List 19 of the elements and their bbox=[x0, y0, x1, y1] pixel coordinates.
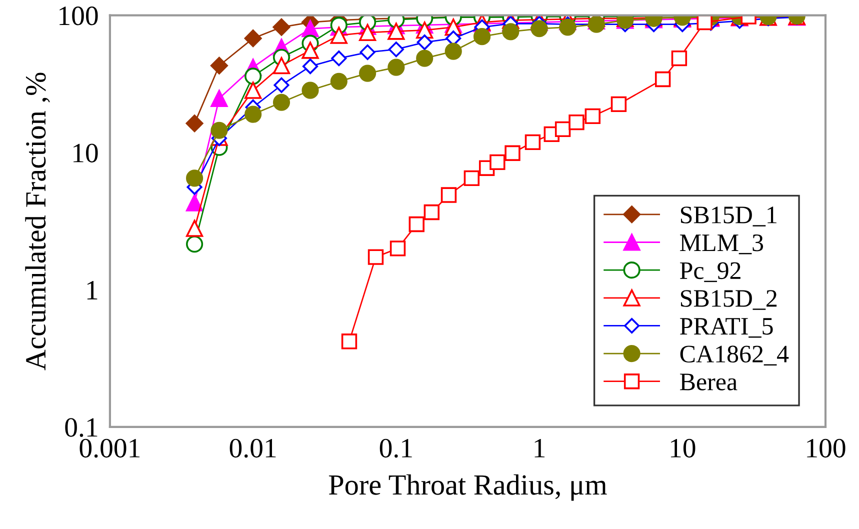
legend-label: Berea bbox=[680, 374, 738, 390]
y-tick-label: 0.1 bbox=[65, 418, 98, 437]
legend-label: SB15D_2 bbox=[680, 290, 777, 310]
y-tick-label: 100 bbox=[60, 6, 98, 26]
legend-label: MLM_3 bbox=[680, 234, 764, 254]
legend-label: PRATI_5 bbox=[680, 318, 773, 338]
x-axis-title: Pore Throat Radius, μm bbox=[328, 474, 607, 501]
y-axis-title: Accumulated Fraction ,% bbox=[25, 72, 50, 370]
legend-label: SB15D_1 bbox=[680, 206, 776, 226]
y-tick-label: 10 bbox=[74, 144, 98, 162]
legend-label: CA1862_4 bbox=[680, 346, 789, 366]
x-tick-label: 0.1 bbox=[380, 438, 412, 458]
x-tick-label: 100 bbox=[807, 438, 846, 458]
x-tick-label: 0.01 bbox=[230, 438, 276, 458]
x-tick-label: 0.001 bbox=[80, 438, 140, 458]
x-tick-label: 1 bbox=[534, 438, 545, 458]
legend-label: Pc_92 bbox=[680, 262, 740, 282]
x-tick-label: 10 bbox=[670, 438, 696, 458]
y-tick-label: 1 bbox=[87, 281, 98, 300]
